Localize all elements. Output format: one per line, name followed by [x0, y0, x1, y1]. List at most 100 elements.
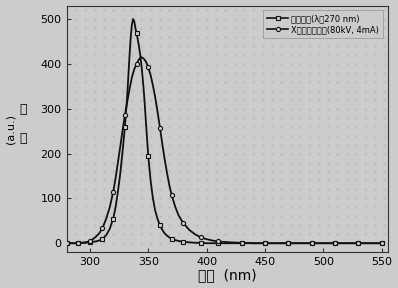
- Point: [166, 160, 172, 165]
- Point: [278, 187, 285, 192]
- Point: [166, 79, 172, 84]
- Point: [176, 79, 182, 84]
- Point: [63, 169, 70, 174]
- Point: [119, 223, 126, 228]
- Point: [110, 214, 117, 219]
- Point: [325, 35, 331, 39]
- Point: [119, 151, 126, 156]
- Point: [157, 178, 163, 183]
- Point: [362, 79, 369, 84]
- Point: [147, 88, 154, 93]
- Point: [166, 8, 172, 12]
- Point: [343, 79, 350, 84]
- Point: [232, 187, 238, 192]
- Point: [222, 223, 228, 228]
- Point: [92, 187, 98, 192]
- Point: [371, 88, 378, 93]
- Point: [185, 214, 191, 219]
- Point: [316, 232, 322, 236]
- Point: [203, 124, 210, 129]
- Point: [213, 71, 219, 75]
- Point: [82, 142, 88, 147]
- Point: [129, 88, 135, 93]
- Point: [176, 232, 182, 236]
- Point: [110, 178, 117, 183]
- Point: [269, 250, 275, 255]
- Point: [343, 88, 350, 93]
- 光致发光(λ＝270 nm): [64, 242, 69, 245]
- Point: [232, 53, 238, 57]
- Point: [176, 106, 182, 111]
- Point: [194, 124, 201, 129]
- Point: [203, 71, 210, 75]
- Point: [147, 71, 154, 75]
- Point: [119, 187, 126, 192]
- Point: [297, 17, 303, 21]
- Point: [269, 196, 275, 201]
- Point: [73, 35, 79, 39]
- Point: [82, 187, 88, 192]
- Point: [325, 196, 331, 201]
- Point: [334, 97, 341, 102]
- Point: [101, 250, 107, 255]
- Point: [343, 17, 350, 21]
- Point: [194, 53, 201, 57]
- Point: [287, 8, 294, 12]
- Point: [353, 106, 359, 111]
- Point: [371, 223, 378, 228]
- Point: [343, 250, 350, 255]
- Point: [119, 196, 126, 201]
- Point: [343, 43, 350, 48]
- Point: [241, 124, 247, 129]
- Point: [250, 17, 256, 21]
- Point: [316, 214, 322, 219]
- Point: [371, 62, 378, 66]
- Point: [222, 196, 228, 201]
- Point: [129, 241, 135, 246]
- Point: [353, 71, 359, 75]
- Point: [287, 232, 294, 236]
- Point: [222, 214, 228, 219]
- Point: [325, 151, 331, 156]
- Point: [381, 214, 387, 219]
- Point: [82, 35, 88, 39]
- Point: [157, 26, 163, 30]
- Point: [147, 151, 154, 156]
- Point: [101, 205, 107, 210]
- Point: [316, 196, 322, 201]
- Point: [306, 17, 312, 21]
- Point: [306, 160, 312, 165]
- Point: [241, 79, 247, 84]
- Point: [269, 106, 275, 111]
- Point: [147, 250, 154, 255]
- Point: [185, 79, 191, 84]
- Point: [287, 169, 294, 174]
- Point: [371, 151, 378, 156]
- Point: [269, 35, 275, 39]
- Point: [194, 8, 201, 12]
- Point: [278, 26, 285, 30]
- Point: [101, 8, 107, 12]
- Point: [250, 142, 256, 147]
- Point: [259, 106, 266, 111]
- X-axis label: 波长  (nm): 波长 (nm): [198, 268, 256, 283]
- Point: [147, 43, 154, 48]
- Point: [92, 160, 98, 165]
- Point: [82, 214, 88, 219]
- Point: [176, 151, 182, 156]
- Point: [325, 133, 331, 138]
- Point: [334, 88, 341, 93]
- Point: [306, 205, 312, 210]
- Point: [203, 133, 210, 138]
- Point: [203, 214, 210, 219]
- Point: [194, 196, 201, 201]
- Point: [213, 142, 219, 147]
- Point: [213, 115, 219, 120]
- Point: [73, 8, 79, 12]
- Point: [381, 106, 387, 111]
- Point: [222, 106, 228, 111]
- Point: [343, 232, 350, 236]
- Point: [129, 178, 135, 183]
- Point: [287, 53, 294, 57]
- Point: [157, 8, 163, 12]
